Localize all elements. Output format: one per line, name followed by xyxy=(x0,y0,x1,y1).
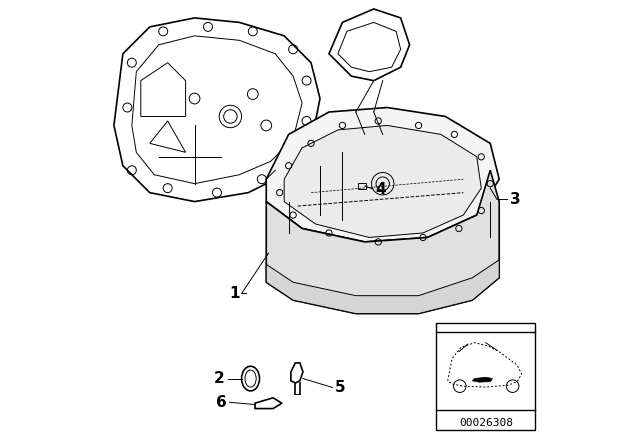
Text: 4: 4 xyxy=(375,181,386,197)
Text: 3: 3 xyxy=(509,192,520,207)
Polygon shape xyxy=(266,170,499,314)
Text: 00026308: 00026308 xyxy=(459,418,513,428)
Text: 5: 5 xyxy=(335,380,346,395)
Text: 2: 2 xyxy=(214,371,225,386)
Text: 1: 1 xyxy=(230,286,240,301)
Polygon shape xyxy=(472,377,493,382)
Polygon shape xyxy=(284,125,481,237)
Polygon shape xyxy=(266,260,499,314)
Bar xyxy=(358,183,366,189)
Polygon shape xyxy=(266,108,499,242)
FancyBboxPatch shape xyxy=(436,323,535,430)
Text: 6: 6 xyxy=(216,395,227,410)
